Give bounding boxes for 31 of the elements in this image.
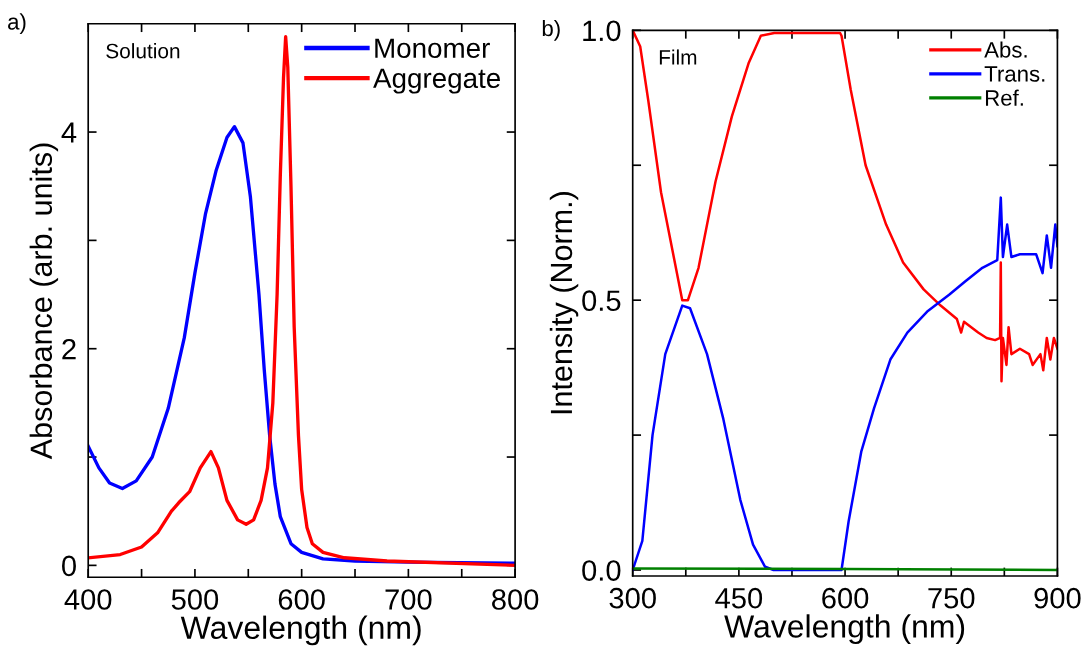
y-axis-title: Absorbance (arb. units) [29,143,59,460]
x-tick-label: 450 [715,587,763,609]
y-tick-label: 4 [61,122,77,143]
y-tick-label: 0.5 [582,290,621,312]
y-tick-label: 0.0 [582,560,621,581]
legend-label: Trans. [984,66,1045,82]
x-tick-label: 600 [278,589,325,610]
chart-title: a) [8,13,26,35]
x-tick-label: 700 [385,589,432,610]
legend-label: Ref. [985,89,1023,106]
line-series [88,35,516,568]
y-tick-label: 0 [62,555,76,577]
y-axis-title: Intensity (Norm.) [549,192,579,414]
y-tick-label: 1.0 [583,20,621,42]
chart-title: b) [542,19,560,41]
legend-label: Abs. [984,41,1027,58]
x-tick-label: 600 [822,587,869,609]
x-tick-label: 500 [171,589,219,610]
x-tick-label: 800 [492,589,539,610]
x-tick-label: 900 [1034,587,1081,609]
annotation: Solution [106,43,180,59]
x-tick-label: 300 [609,587,656,609]
x-tick-label: 400 [64,589,112,610]
y-tick-label: 2 [62,338,76,360]
x-tick-label: 750 [928,587,975,609]
legend-label: Aggregate [373,68,500,94]
x-axis-title: Wavelength (nm) [724,614,965,645]
line-series [632,196,1058,572]
annotation: Film [659,49,697,65]
x-axis-title: Wavelength (nm) [180,615,421,646]
legend-label: Monomer [375,38,490,59]
